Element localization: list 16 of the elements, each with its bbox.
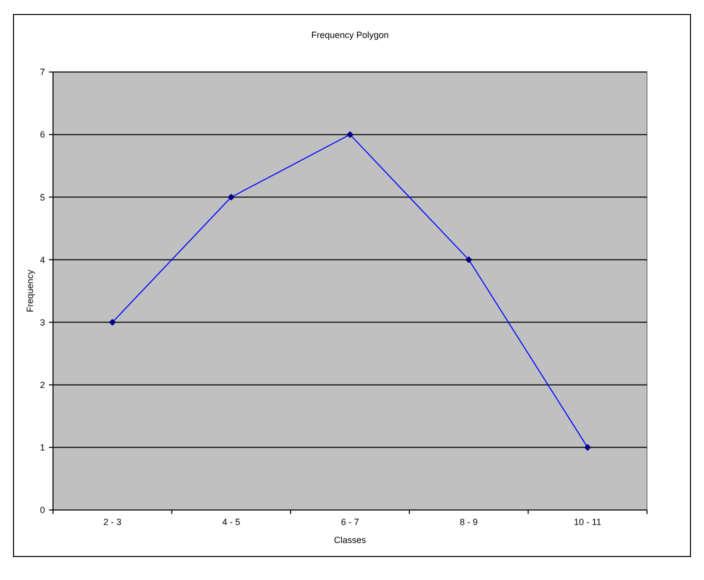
x-tick-label: 10 - 11 bbox=[574, 517, 602, 527]
x-axis-title: Classes bbox=[334, 535, 366, 545]
x-tick-label: 6 - 7 bbox=[340, 517, 360, 527]
x-tick-label: 8 - 9 bbox=[460, 517, 478, 527]
y-tick-label: 5 bbox=[40, 192, 45, 202]
y-axis-title: Frequency bbox=[25, 269, 35, 312]
y-tick-label: 1 bbox=[40, 442, 45, 453]
y-tick-label: 7 bbox=[40, 67, 45, 78]
x-tick-label: 4 - 5 bbox=[222, 517, 240, 527]
y-tick-label: 0 bbox=[40, 505, 45, 516]
y-tick-label: 4 bbox=[40, 254, 45, 265]
y-tick-label: 2 bbox=[40, 380, 45, 390]
y-tick-label: 3 bbox=[40, 317, 45, 328]
y-tick-label: 6 bbox=[40, 130, 45, 140]
x-tick-label: 2 - 3 bbox=[103, 517, 122, 527]
chart-title: Frequency Polygon bbox=[311, 30, 389, 40]
